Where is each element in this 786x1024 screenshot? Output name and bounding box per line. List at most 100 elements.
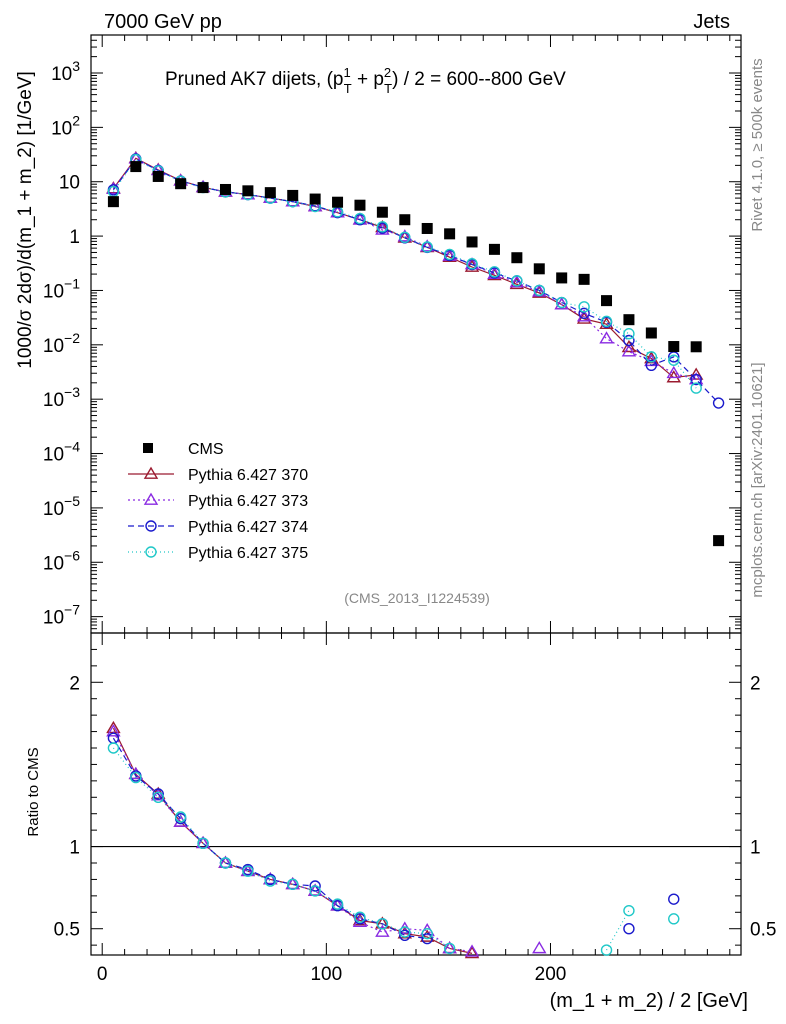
ratio-point-3 — [331, 898, 344, 910]
ratio-point-3 — [600, 944, 613, 956]
data-point — [511, 252, 523, 264]
series-point-0 — [621, 339, 637, 353]
legend-marker-3 — [145, 546, 157, 558]
data-point — [623, 314, 635, 326]
main-plot-frame — [90, 34, 742, 634]
series-point-3 — [623, 328, 635, 340]
data-point — [152, 170, 164, 182]
data-point — [264, 187, 276, 199]
data-point — [399, 214, 411, 226]
series-line-2 — [112, 158, 720, 404]
series-point-1 — [576, 309, 592, 322]
ratio-point-0 — [419, 929, 435, 942]
analysis-id-label: (CMS_2013_I1224539) — [344, 590, 490, 606]
y-tick-label: 10−4 — [43, 439, 80, 466]
ratio-tick-label-right: 2 — [750, 673, 761, 694]
data-point — [175, 178, 187, 190]
x-tick-label: 0 — [97, 964, 108, 985]
ratio-point-1 — [330, 898, 345, 911]
ratio-point-1 — [464, 944, 480, 957]
ratio-point-1 — [375, 924, 390, 937]
ratio-line-1 — [112, 731, 473, 953]
ratio-point-2 — [309, 880, 321, 892]
x-axis-title: (m_1 + m_2) / 2 [GeV] — [550, 990, 748, 1012]
ratio-point-3 — [287, 878, 299, 891]
data-point — [713, 535, 725, 547]
data-point — [130, 161, 142, 173]
series-point-3 — [466, 258, 478, 270]
legend-marker-2 — [145, 520, 157, 532]
legend-label-data: CMS — [188, 441, 224, 458]
series-point-3 — [376, 221, 389, 233]
data-point — [556, 272, 568, 284]
ratio-point-3 — [197, 837, 209, 849]
series-point-2 — [712, 397, 725, 409]
data-point — [309, 193, 321, 205]
legend-label-1: Pythia 6.427 373 — [188, 493, 308, 510]
data-point — [533, 263, 545, 275]
x-tick-label: 100 — [310, 964, 342, 985]
data-point — [690, 341, 702, 353]
ratio-line-2 — [112, 737, 428, 940]
mcplots-label: mcplots.cern.ch [arXiv:2401.10621] — [749, 362, 766, 597]
ratio-plot-frame — [90, 632, 742, 956]
ratio-point-3 — [242, 865, 254, 877]
ratio-line-0 — [112, 728, 473, 954]
series-point-1 — [599, 331, 614, 344]
ratio-tick-label: 0.5 — [54, 920, 80, 941]
series-point-3 — [511, 275, 523, 287]
data-point — [444, 228, 456, 240]
series-point-3 — [488, 266, 501, 278]
ratio-tick-label-right: 1 — [750, 838, 761, 859]
data-point — [488, 243, 500, 255]
ratio-point-1 — [285, 876, 300, 890]
data-point — [197, 182, 209, 194]
ratio-point-3 — [219, 857, 232, 869]
header-left-label: 7000 GeV pp — [104, 11, 222, 33]
data-point — [287, 189, 299, 201]
series-point-1 — [375, 222, 390, 235]
rivet-version-label: Rivet 4.1.0, ≥ 500k events — [749, 58, 766, 231]
ratio-point-3 — [354, 911, 366, 923]
ratio-point-3 — [309, 885, 321, 897]
series-point-1 — [397, 229, 413, 242]
ratio-point-3 — [174, 811, 187, 823]
ratio-point-3 — [107, 742, 120, 754]
y-tick-label: 103 — [51, 58, 80, 85]
series-point-3 — [645, 351, 658, 363]
header-right-label: Jets — [693, 11, 730, 33]
y-tick-label: 1 — [69, 227, 80, 248]
series-point-3 — [421, 241, 433, 253]
data-point — [354, 199, 366, 211]
data-point — [645, 327, 657, 339]
ratio-y-axis-title: Ratio to CMS — [25, 747, 42, 836]
y-axis-title: 1000/σ 2dσ)/d(m_1 + m_2) [1/GeV] — [15, 71, 36, 369]
data-point — [107, 196, 119, 208]
data-point — [668, 341, 680, 353]
series-point-3 — [690, 382, 702, 394]
series-point-3 — [668, 354, 680, 366]
series-point-3 — [399, 231, 411, 244]
y-tick-label: 10 — [59, 173, 80, 194]
series-point-3 — [600, 315, 613, 328]
legend-marker-0 — [143, 466, 159, 479]
ratio-point-1 — [106, 724, 121, 737]
series-point-3 — [533, 284, 545, 297]
ratio-point-1 — [442, 941, 457, 954]
ratio-point-3 — [376, 918, 389, 930]
ratio-point-3 — [399, 926, 411, 938]
ratio-line-3 — [112, 747, 450, 949]
x-tick-label: 200 — [535, 964, 567, 985]
legend-label-0: Pythia 6.427 370 — [188, 467, 308, 484]
ratio-point-1 — [151, 788, 166, 801]
chart-title: Pruned AK7 dijets, (p1 T + p2 T) / 2 = 600… — [165, 65, 566, 96]
data-point — [601, 295, 613, 307]
y-tick-label: 10−1 — [43, 275, 80, 302]
data-point — [421, 222, 433, 234]
ratio-point-3 — [668, 913, 680, 925]
series-point-2 — [690, 373, 702, 386]
ratio-line-3 — [605, 910, 630, 951]
legend-label-3: Pythia 6.427 375 — [188, 545, 308, 562]
ratio-point-0 — [375, 916, 390, 929]
ratio-point-1 — [218, 855, 233, 868]
